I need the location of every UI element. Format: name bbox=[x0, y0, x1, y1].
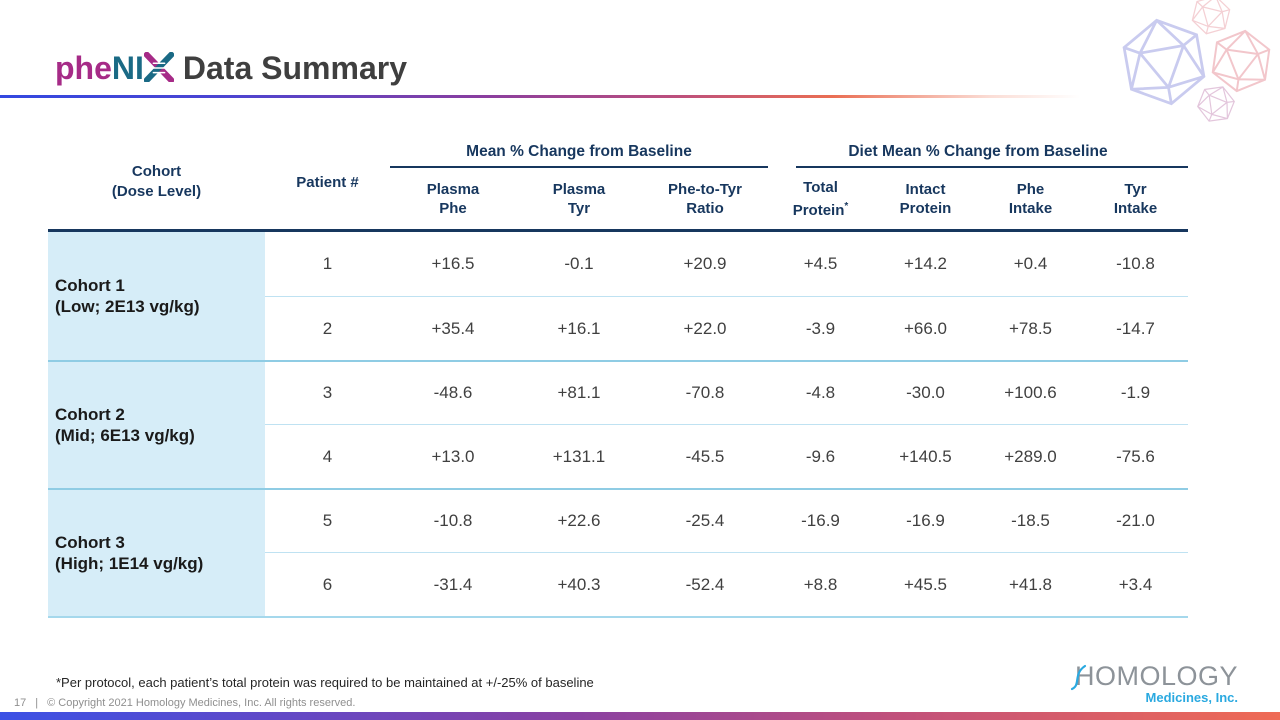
value-cell: +100.6 bbox=[978, 360, 1083, 424]
value-cell: -3.9 bbox=[768, 296, 873, 360]
patient-number-cell: 2 bbox=[265, 296, 390, 360]
cohort-name: Cohort 2 bbox=[55, 405, 125, 424]
title-text: Data Summary bbox=[182, 50, 407, 86]
patient-number-cell: 4 bbox=[265, 424, 390, 488]
value-cell: +40.3 bbox=[516, 552, 642, 616]
footnote: *Per protocol, each patient’s total prot… bbox=[56, 675, 594, 690]
column-header-phe-to-tyr-ratio: Phe-to-Tyr Ratio bbox=[668, 180, 742, 217]
column-header-tyr-intake: Tyr Intake bbox=[1113, 180, 1158, 217]
logo-wordmark: HOMOLOGY bbox=[1070, 663, 1238, 691]
title-divider bbox=[0, 95, 1125, 98]
value-cell: -21.0 bbox=[1083, 488, 1188, 552]
value-cell: +22.6 bbox=[516, 488, 642, 552]
patient-number-cell: 6 bbox=[265, 552, 390, 616]
cohort-dose: (Mid; 6E13 vg/kg) bbox=[55, 426, 195, 445]
value-cell: -1.9 bbox=[1083, 360, 1188, 424]
footnote-asterisk: * bbox=[844, 200, 849, 212]
value-cell: +20.9 bbox=[683, 254, 727, 273]
cohort-name: Cohort 3 bbox=[55, 533, 125, 552]
value-cell: -45.5 bbox=[642, 424, 768, 488]
capsid-icon-large bbox=[1119, 12, 1209, 112]
value-cell: +45.5 bbox=[873, 552, 978, 616]
logo-tagline: Medicines, Inc. bbox=[1145, 690, 1238, 705]
column-header-phe-intake: Phe Intake bbox=[1008, 180, 1053, 217]
cohort-dose: (Low; 2E13 vg/kg) bbox=[55, 297, 200, 316]
table-body: Cohort 1 (Low; 2E13 vg/kg) 1 +16.5 -0.1 +20.9… bbox=[48, 232, 1188, 618]
value-cell: +66.0 bbox=[873, 296, 978, 360]
table-header: Cohort (Dose Level) Patient # Mean % Cha… bbox=[48, 135, 1188, 232]
value-cell: +0.4 bbox=[1013, 254, 1048, 273]
value-cell: +16.1 bbox=[516, 296, 642, 360]
capsid-icon-medium bbox=[1209, 26, 1273, 96]
value-cell: -9.6 bbox=[768, 424, 873, 488]
column-header-total-protein: Total Protein* bbox=[792, 178, 849, 219]
group-header-diet-mean-change: Diet Mean % Change from Baseline bbox=[768, 135, 1188, 168]
footer: 17 | © Copyright 2021 Homology Medicines… bbox=[14, 697, 355, 709]
value-cell: +81.1 bbox=[516, 360, 642, 424]
brand-ni: NI bbox=[111, 50, 144, 86]
value-cell: +140.5 bbox=[873, 424, 978, 488]
cohort-cell: Cohort 3 (High; 1E14 vg/kg) bbox=[48, 488, 265, 616]
value-cell: -18.5 bbox=[978, 488, 1083, 552]
value-cell: -31.4 bbox=[390, 552, 516, 616]
patient-number-cell: 3 bbox=[265, 360, 390, 424]
cohort-name: Cohort 1 bbox=[55, 276, 125, 295]
value-cell: -14.7 bbox=[1083, 296, 1188, 360]
footer-separator: | bbox=[35, 697, 39, 709]
dna-helix-x-icon bbox=[143, 52, 174, 82]
patient-number-cell: 1 bbox=[322, 254, 333, 273]
aav-capsid-decoration bbox=[1119, 0, 1273, 128]
value-cell: +131.1 bbox=[516, 424, 642, 488]
bottom-gradient-bar bbox=[0, 712, 1280, 720]
value-cell: +22.0 bbox=[642, 296, 768, 360]
copyright-text: © Copyright 2021 Homology Medicines, Inc… bbox=[47, 697, 356, 709]
value-cell: -0.1 bbox=[564, 254, 594, 273]
group-header-mean-change: Mean % Change from Baseline bbox=[390, 135, 768, 168]
value-cell: -10.8 bbox=[390, 488, 516, 552]
value-cell: +35.4 bbox=[390, 296, 516, 360]
column-header-patient: Patient # bbox=[296, 173, 359, 191]
cohort-cell: Cohort 2 (Mid; 6E13 vg/kg) bbox=[48, 360, 265, 488]
capsid-icon-small-top bbox=[1189, 0, 1233, 39]
value-cell: -16.9 bbox=[873, 488, 978, 552]
value-cell: +13.0 bbox=[390, 424, 516, 488]
value-cell: -48.6 bbox=[390, 360, 516, 424]
column-header-cohort: Cohort (Dose Level) bbox=[48, 135, 265, 229]
value-cell: -75.6 bbox=[1083, 424, 1188, 488]
cohort-header-line1: Cohort bbox=[131, 163, 182, 180]
column-header-plasma-tyr: Plasma Tyr bbox=[552, 180, 606, 217]
value-cell: -30.0 bbox=[873, 360, 978, 424]
value-cell: +78.5 bbox=[978, 296, 1083, 360]
wave-icon bbox=[1070, 664, 1087, 691]
page-number: 17 bbox=[14, 697, 27, 709]
value-cell: -25.4 bbox=[642, 488, 768, 552]
column-header-plasma-phe: Plasma Phe bbox=[426, 180, 480, 217]
value-cell: +289.0 bbox=[978, 424, 1083, 488]
value-cell: -4.8 bbox=[768, 360, 873, 424]
cohort-header-line2: (Dose Level) bbox=[111, 183, 202, 200]
value-cell: +4.5 bbox=[803, 254, 838, 273]
value-cell: +3.4 bbox=[1083, 552, 1188, 616]
value-cell: -10.8 bbox=[1116, 254, 1155, 273]
value-cell: +16.5 bbox=[431, 254, 475, 273]
cohort-cell: Cohort 1 (Low; 2E13 vg/kg) bbox=[48, 232, 265, 360]
value-cell: -16.9 bbox=[768, 488, 873, 552]
value-cell: +41.8 bbox=[978, 552, 1083, 616]
value-cell: -70.8 bbox=[642, 360, 768, 424]
brand-phe: phe bbox=[55, 50, 112, 86]
page-title: pheNI Data Summary bbox=[55, 50, 407, 87]
value-cell: +8.8 bbox=[768, 552, 873, 616]
value-cell: +14.2 bbox=[903, 254, 947, 273]
homology-logo: HOMOLOGY Medicines, Inc. bbox=[1070, 663, 1238, 705]
patient-number-cell: 5 bbox=[265, 488, 390, 552]
cohort-dose: (High; 1E14 vg/kg) bbox=[55, 554, 204, 573]
column-header-intact-protein: Intact Protein bbox=[899, 180, 952, 217]
value-cell: -52.4 bbox=[642, 552, 768, 616]
